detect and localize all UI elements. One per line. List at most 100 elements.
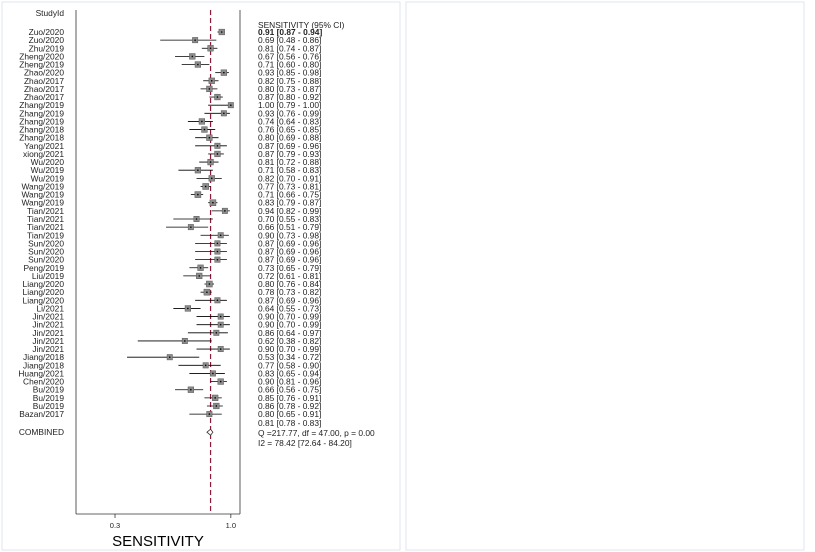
study-label: Bazan/2017 bbox=[19, 409, 64, 419]
point-estimate-dot bbox=[197, 63, 199, 66]
study-label: Zheng/2019 bbox=[19, 60, 64, 70]
point-estimate-dot bbox=[206, 291, 208, 293]
point-estimate-dot bbox=[219, 348, 222, 350]
combined-estimate-label: 0.81 [0.78 - 0.83] bbox=[258, 418, 321, 428]
ci-value-label: 0.87 [0.69 - 0.96] bbox=[258, 247, 321, 257]
point-estimate-dot bbox=[208, 88, 211, 90]
point-estimate-dot bbox=[208, 413, 211, 415]
point-estimate-dot bbox=[194, 39, 196, 41]
ci-value-label: 0.77 [0.58 - 0.90] bbox=[258, 360, 321, 370]
point-estimate-dot bbox=[212, 201, 214, 204]
study-label: Wang/2019 bbox=[21, 190, 64, 200]
point-estimate-dot bbox=[219, 315, 222, 318]
sensitivity-panel: StudyId SENSITIVITY (95% CI) Zuo/2020 0.91 … bbox=[1, 1, 401, 551]
study-label: Bu/2019 bbox=[33, 385, 65, 395]
heterogeneity-i2-label: I2 = 78.42 [72.64 - 84.20] bbox=[258, 438, 352, 448]
study-label: Huang/2021 bbox=[18, 368, 64, 378]
ci-value-label: 0.76 [0.65 - 0.85] bbox=[258, 125, 321, 135]
ci-value-label: 0.62 [0.38 - 0.82] bbox=[258, 336, 321, 346]
study-label: Sun/2020 bbox=[28, 255, 64, 265]
study-label: Jin/2021 bbox=[32, 328, 64, 338]
study-label: Sun/2020 bbox=[28, 247, 64, 257]
ci-value-label: 0.71 [0.60 - 0.80] bbox=[258, 60, 321, 70]
ci-value-label: 0.81 [0.74 - 0.87] bbox=[258, 43, 321, 53]
ci-value-label: 0.90 [0.70 - 0.99] bbox=[258, 344, 321, 354]
ci-value-label: 0.83 [0.79 - 0.87] bbox=[258, 198, 321, 208]
ci-value-label: 0.71 [0.58 - 0.83] bbox=[258, 165, 321, 175]
panel-frame bbox=[405, 1, 805, 551]
point-estimate-dot bbox=[197, 193, 199, 196]
study-label: Zuo/2020 bbox=[29, 27, 65, 37]
ci-value-label: 0.67 [0.56 - 0.76] bbox=[258, 51, 321, 61]
point-estimate-dot bbox=[208, 136, 211, 139]
study-label: Tian/2019 bbox=[27, 230, 64, 240]
study-label: Zhang/2018 bbox=[19, 133, 64, 143]
combined-label: COMBINED bbox=[19, 427, 64, 437]
ci-value-label: 0.71 [0.66 - 0.75] bbox=[258, 190, 321, 200]
point-estimate-dot bbox=[187, 307, 189, 310]
point-estimate-dot bbox=[230, 104, 232, 106]
point-estimate-dot bbox=[212, 372, 214, 375]
ci-value-label: 0.74 [0.64 - 0.83] bbox=[258, 116, 321, 126]
ci-value-label: 0.80 [0.73 - 0.87] bbox=[258, 84, 321, 94]
study-label: Tian/2021 bbox=[27, 214, 64, 224]
point-estimate-dot bbox=[209, 161, 212, 163]
ci-value-label: 0.87 [0.79 - 0.93] bbox=[258, 149, 321, 159]
study-label: Tian/2021 bbox=[27, 222, 64, 232]
ci-value-label: 0.86 [0.64 - 0.97] bbox=[258, 328, 321, 338]
study-label: Zhang/2018 bbox=[19, 125, 64, 135]
point-estimate-dot bbox=[215, 332, 218, 334]
point-estimate-dot bbox=[214, 397, 216, 399]
ci-value-label: 0.72 [0.61 - 0.81] bbox=[258, 271, 321, 281]
ci-value-label: 0.94 [0.82 - 0.99] bbox=[258, 206, 321, 216]
ci-value-label: 0.87 [0.69 - 0.96] bbox=[258, 295, 321, 305]
point-estimate-dot bbox=[216, 250, 219, 253]
study-label: Zhang/2019 bbox=[19, 108, 64, 118]
ci-value-label: 0.85 [0.76 - 0.91] bbox=[258, 393, 321, 403]
point-estimate-dot bbox=[184, 340, 186, 342]
ci-value-label: 0.87 [0.69 - 0.96] bbox=[258, 238, 321, 248]
study-label: Liang/2020 bbox=[23, 279, 65, 289]
study-label: Wu/2019 bbox=[31, 165, 65, 175]
ci-value-label: 0.83 [0.65 - 0.94] bbox=[258, 368, 321, 378]
ci-value-label: 0.70 [0.55 - 0.83] bbox=[258, 214, 321, 224]
point-estimate-dot bbox=[219, 234, 222, 237]
point-estimate-dot bbox=[216, 96, 219, 98]
ci-value-label: 0.90 [0.73 - 0.98] bbox=[258, 230, 321, 240]
point-estimate-dot bbox=[203, 128, 206, 131]
panel-frame bbox=[1, 1, 401, 551]
point-estimate-dot bbox=[201, 120, 203, 123]
ci-value-label: 0.80 [0.76 - 0.84] bbox=[258, 279, 321, 289]
ci-value-label: 0.87 [0.69 - 0.96] bbox=[258, 255, 321, 265]
study-label: Wu/2019 bbox=[31, 173, 65, 183]
study-label: Sun/2020 bbox=[28, 238, 64, 248]
study-label: Jin/2021 bbox=[32, 336, 64, 346]
ci-value-label: 0.86 [0.78 - 0.92] bbox=[258, 401, 321, 411]
study-label: Zhao/2017 bbox=[24, 92, 64, 102]
ci-value-label: 0.93 [0.76 - 0.99] bbox=[258, 108, 321, 118]
point-estimate-dot bbox=[197, 169, 199, 172]
study-label: Wang/2019 bbox=[21, 198, 64, 208]
ci-value-label: 0.90 [0.81 - 0.96] bbox=[258, 377, 321, 387]
point-estimate-dot bbox=[198, 275, 201, 277]
point-estimate-dot bbox=[216, 258, 219, 261]
ci-value-label: 0.87 [0.80 - 0.92] bbox=[258, 92, 321, 102]
point-estimate-dot bbox=[215, 405, 218, 407]
point-estimate-dot bbox=[224, 210, 226, 212]
ci-value-label: 0.73 [0.65 - 0.79] bbox=[258, 263, 321, 273]
study-label: Zhang/2019 bbox=[19, 116, 64, 126]
study-label: Jin/2021 bbox=[32, 320, 64, 330]
ci-value-label: 0.90 [0.70 - 0.99] bbox=[258, 312, 321, 322]
ci-value-label: 0.78 [0.73 - 0.82] bbox=[258, 287, 321, 297]
point-estimate-dot bbox=[168, 356, 171, 359]
study-label: Wang/2019 bbox=[21, 181, 64, 191]
study-label: Zhao/2020 bbox=[24, 68, 64, 78]
ci-value-label: 0.66 [0.56 - 0.75] bbox=[258, 385, 321, 395]
study-label: Yang/2021 bbox=[24, 141, 64, 151]
x-axis-title: SENSITIVITY bbox=[112, 533, 204, 550]
study-label: Peng/2019 bbox=[23, 263, 64, 273]
point-estimate-dot bbox=[220, 31, 223, 33]
study-label: Zhao/2017 bbox=[24, 84, 64, 94]
study-label: Wu/2020 bbox=[31, 157, 65, 167]
